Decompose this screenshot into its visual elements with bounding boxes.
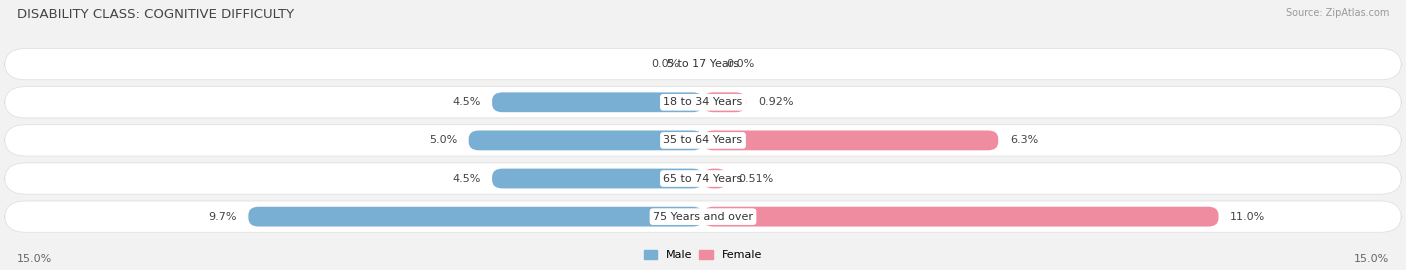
Text: 5.0%: 5.0% <box>429 135 457 146</box>
Text: 0.0%: 0.0% <box>727 59 755 69</box>
Text: 6.3%: 6.3% <box>1010 135 1038 146</box>
Text: 4.5%: 4.5% <box>451 174 481 184</box>
Text: Source: ZipAtlas.com: Source: ZipAtlas.com <box>1285 8 1389 18</box>
Text: 35 to 64 Years: 35 to 64 Years <box>664 135 742 146</box>
Text: DISABILITY CLASS: COGNITIVE DIFFICULTY: DISABILITY CLASS: COGNITIVE DIFFICULTY <box>17 8 294 21</box>
Text: 4.5%: 4.5% <box>451 97 481 107</box>
Text: 9.7%: 9.7% <box>208 212 236 222</box>
Text: 65 to 74 Years: 65 to 74 Years <box>664 174 742 184</box>
FancyBboxPatch shape <box>4 49 1402 80</box>
FancyBboxPatch shape <box>4 125 1402 156</box>
FancyBboxPatch shape <box>4 201 1402 232</box>
FancyBboxPatch shape <box>492 168 703 188</box>
FancyBboxPatch shape <box>468 130 703 150</box>
FancyBboxPatch shape <box>249 207 703 227</box>
FancyBboxPatch shape <box>703 168 727 188</box>
Text: 75 Years and over: 75 Years and over <box>652 212 754 222</box>
Text: 0.92%: 0.92% <box>758 97 793 107</box>
Text: 0.51%: 0.51% <box>738 174 773 184</box>
FancyBboxPatch shape <box>492 92 703 112</box>
Text: 0.0%: 0.0% <box>651 59 679 69</box>
FancyBboxPatch shape <box>703 130 998 150</box>
FancyBboxPatch shape <box>4 163 1402 194</box>
Text: 5 to 17 Years: 5 to 17 Years <box>666 59 740 69</box>
FancyBboxPatch shape <box>703 207 1219 227</box>
Legend: Male, Female: Male, Female <box>640 245 766 264</box>
Text: 11.0%: 11.0% <box>1230 212 1265 222</box>
Text: 18 to 34 Years: 18 to 34 Years <box>664 97 742 107</box>
FancyBboxPatch shape <box>703 92 747 112</box>
FancyBboxPatch shape <box>4 87 1402 118</box>
Text: 15.0%: 15.0% <box>1354 254 1389 264</box>
Text: 15.0%: 15.0% <box>17 254 52 264</box>
